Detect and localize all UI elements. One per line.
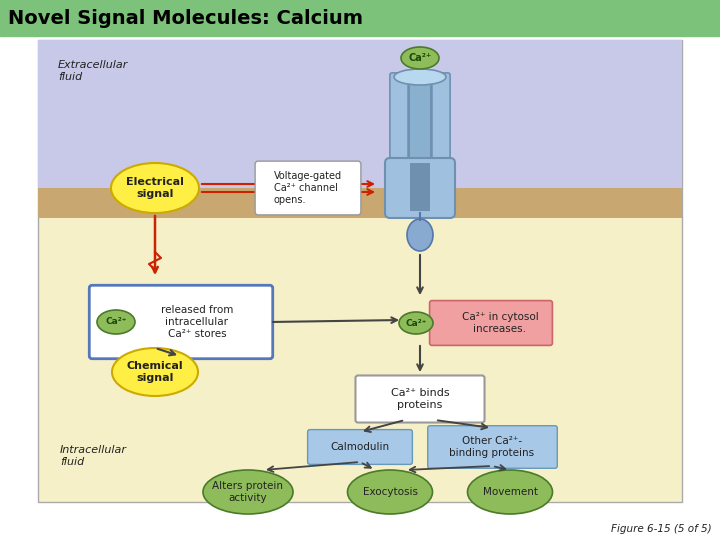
Text: Ca²⁺ in cytosol
increases.: Ca²⁺ in cytosol increases.	[462, 312, 539, 334]
FancyBboxPatch shape	[38, 40, 682, 502]
Ellipse shape	[467, 470, 552, 514]
Text: Ca²⁺: Ca²⁺	[408, 53, 431, 63]
Text: Voltage-gated
Ca²⁺ channel
opens.: Voltage-gated Ca²⁺ channel opens.	[274, 171, 342, 205]
FancyBboxPatch shape	[406, 80, 434, 175]
FancyBboxPatch shape	[390, 73, 408, 182]
Ellipse shape	[112, 348, 198, 396]
Text: Exocytosis: Exocytosis	[362, 487, 418, 497]
FancyBboxPatch shape	[432, 73, 450, 182]
Text: Intracellular
fluid: Intracellular fluid	[60, 445, 127, 467]
Ellipse shape	[111, 163, 199, 213]
Ellipse shape	[394, 69, 446, 85]
Text: Alters protein
activity: Alters protein activity	[212, 481, 284, 503]
Text: Novel Signal Molecules: Calcium: Novel Signal Molecules: Calcium	[8, 9, 363, 28]
FancyBboxPatch shape	[0, 0, 720, 36]
FancyBboxPatch shape	[89, 285, 273, 359]
Text: Ca²⁺ binds
proteins: Ca²⁺ binds proteins	[391, 388, 449, 410]
FancyBboxPatch shape	[38, 188, 682, 218]
Text: Figure 6-15 (5 of 5): Figure 6-15 (5 of 5)	[611, 524, 712, 534]
Ellipse shape	[97, 310, 135, 334]
Text: Movement: Movement	[482, 487, 538, 497]
Ellipse shape	[407, 219, 433, 251]
Text: Chemical
signal: Chemical signal	[127, 361, 184, 383]
FancyBboxPatch shape	[38, 40, 682, 188]
Ellipse shape	[401, 47, 439, 69]
Text: Ca²⁺: Ca²⁺	[105, 318, 127, 327]
FancyBboxPatch shape	[385, 158, 455, 218]
Text: Other Ca²⁺-
binding proteins: Other Ca²⁺- binding proteins	[449, 436, 534, 458]
Text: Ca²⁺: Ca²⁺	[405, 319, 427, 327]
Text: Extracellular
fluid: Extracellular fluid	[58, 60, 128, 82]
FancyBboxPatch shape	[428, 426, 557, 468]
FancyBboxPatch shape	[430, 301, 552, 346]
Text: released from
intracellular
Ca²⁺ stores: released from intracellular Ca²⁺ stores	[161, 306, 233, 339]
FancyBboxPatch shape	[255, 161, 361, 215]
FancyBboxPatch shape	[410, 163, 430, 211]
Ellipse shape	[348, 470, 433, 514]
FancyBboxPatch shape	[356, 375, 485, 422]
Ellipse shape	[399, 312, 433, 334]
Ellipse shape	[203, 470, 293, 514]
FancyBboxPatch shape	[307, 430, 413, 464]
FancyBboxPatch shape	[410, 82, 430, 173]
Text: Calmodulin: Calmodulin	[330, 442, 390, 452]
Text: Electrical
signal: Electrical signal	[126, 177, 184, 199]
